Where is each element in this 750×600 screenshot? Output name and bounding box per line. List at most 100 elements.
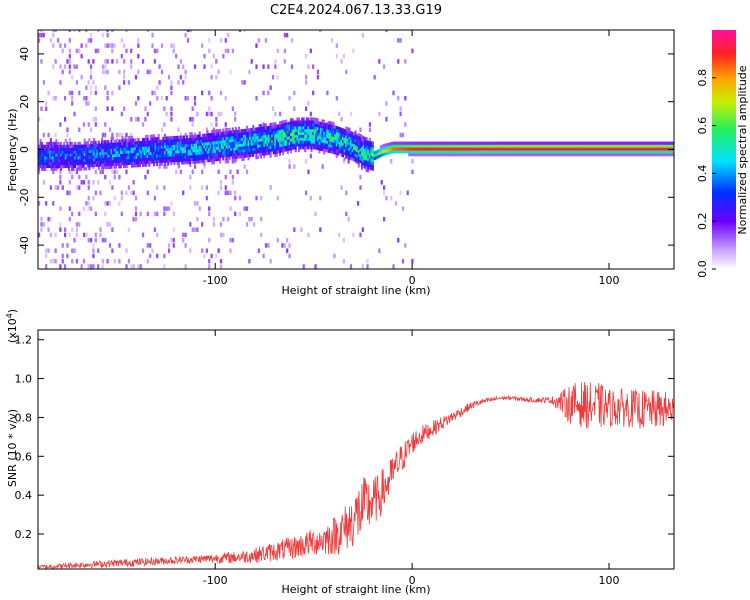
spectrum-ridge-cell: [145, 149, 148, 153]
spectrum-ridge-cell: [249, 151, 252, 155]
spectrum-ridge-cell: [52, 144, 55, 148]
spectrum-ridge-cell: [434, 150, 437, 154]
spectrum-cell: [342, 53, 346, 59]
spectrum-ridge-cell: [319, 147, 322, 151]
spectrum-ridge-cell: [282, 146, 285, 150]
spectrum-cell: [54, 30, 57, 33]
spectrum-cell: [165, 95, 168, 101]
spectrum-ridge-cell: [304, 120, 307, 124]
spectrum-ridge-cell: [38, 150, 40, 154]
spectrum-ridge-cell: [290, 144, 293, 148]
spectrum-ridge-cell: [134, 149, 137, 154]
spectrum-ridge-cell: [279, 149, 282, 153]
spectrum-ridge-cell: [360, 166, 363, 170]
spectrum-cell: [222, 216, 225, 222]
spectrogram-x-label: Height of straight line (km): [281, 284, 430, 297]
spectrum-ridge-cell: [112, 159, 115, 164]
spectrum-cell: [111, 59, 114, 64]
spectrum-ridge-cell: [382, 152, 385, 156]
spectrum-cell: [78, 127, 81, 133]
spectrum-cell: [238, 211, 242, 217]
spectrum-ridge-cell: [86, 149, 89, 154]
spectrum-ridge-cell: [346, 144, 349, 148]
spectrum-ridge-cell: [548, 147, 551, 151]
spectrum-ridge-cell: [93, 152, 96, 156]
spectrum-cell: [52, 95, 55, 101]
spectrum-ridge-cell: [266, 149, 269, 153]
spectrum-ridge-cell: [616, 141, 619, 145]
spectrum-ridge-cell: [532, 141, 535, 145]
spectrum-ridge-cell: [334, 142, 337, 146]
spectrum-ridge-cell: [482, 144, 485, 148]
spectrum-cell: [89, 237, 93, 243]
spectrum-cell: [94, 122, 97, 127]
spectrum-ridge-cell: [337, 149, 340, 153]
spectrum-ridge-cell: [482, 147, 485, 151]
spectrum-ridge-cell: [450, 141, 453, 145]
spectrum-ridge-cell: [474, 147, 477, 151]
spectrum-ridge-cell: [247, 136, 250, 141]
spectrum-ridge-cell: [620, 153, 623, 157]
spectrum-cell: [208, 206, 211, 211]
spectrum-ridge-cell: [80, 156, 83, 160]
spectrum-ridge-cell: [66, 153, 69, 157]
spectrum-cell: [78, 174, 81, 180]
spectrum-ridge-cell: [486, 144, 489, 148]
spectrum-ridge-cell: [275, 150, 278, 154]
spectrum-cell: [170, 85, 173, 90]
spectrum-ridge-cell: [67, 159, 70, 163]
spectrum-cell: [38, 116, 41, 122]
spectrum-ridge-cell: [463, 150, 466, 154]
spectrum-ridge-cell: [653, 144, 656, 148]
spectrum-ridge-cell: [209, 138, 212, 142]
spectrum-ridge-cell: [367, 146, 370, 150]
spectrum-ridge-cell: [38, 144, 40, 148]
spectrum-ridge-cell: [209, 144, 212, 148]
spectrum-ridge-cell: [233, 138, 236, 142]
spectrum-cell: [113, 174, 116, 180]
spectrum-ridge-cell: [408, 153, 411, 157]
spectrum-ridge-cell: [603, 141, 606, 145]
spectrum-ridge-cell: [275, 136, 278, 140]
spectrum-ridge-cell: [250, 139, 253, 143]
spectrum-ridge-cell: [175, 141, 178, 145]
spectrum-ridge-cell: [242, 149, 245, 153]
spectrum-ridge-cell: [565, 144, 568, 148]
spectrum-ridge-cell: [353, 146, 356, 150]
spectrum-ridge-cell: [75, 159, 78, 163]
spectrum-ridge-cell: [412, 147, 415, 151]
spectrum-cell: [170, 201, 173, 206]
spectrum-ridge-cell: [154, 160, 157, 164]
spectrum-ridge-cell: [230, 133, 233, 137]
spectrum-cell: [222, 53, 225, 59]
spectrum-ridge-cell: [334, 139, 337, 143]
spectrum-ridge-cell: [63, 150, 66, 154]
spectrum-cell: [123, 106, 126, 111]
spectrum-ridge-cell: [417, 144, 420, 148]
spectrum-ridge-cell: [493, 144, 496, 148]
spectrum-ridge-cell: [349, 131, 352, 135]
spectrum-ridge-cell: [600, 147, 603, 151]
spectrum-ridge-cell: [157, 159, 160, 164]
spectrum-ridge-cell: [367, 169, 370, 173]
spectrum-ridge-cell: [518, 141, 521, 145]
spectrum-ridge-cell: [334, 131, 337, 135]
spectrum-ridge-cell: [504, 144, 507, 148]
spectrum-ridge-cell: [477, 153, 480, 157]
spectrum-ridge-cell: [663, 147, 666, 151]
spectrum-ridge-cell: [649, 153, 652, 157]
spectrum-ridge-cell: [260, 132, 263, 136]
spectrum-ridge-cell: [491, 147, 494, 151]
spectrum-ridge-cell: [50, 167, 53, 171]
spectrum-ridge-cell: [154, 145, 157, 149]
spectrum-ridge-cell: [545, 144, 548, 148]
spectrum-ridge-cell: [241, 134, 244, 139]
spectrum-ridge-cell: [384, 143, 387, 147]
spectrum-ridge-cell: [464, 141, 467, 145]
spectrum-ridge-cell: [149, 160, 152, 164]
spectrum-ridge-cell: [275, 124, 278, 128]
spectrum-ridge-cell: [209, 150, 212, 154]
spectrum-ridge-cell: [348, 136, 351, 140]
spectrum-ridge-cell: [228, 136, 231, 140]
spectrum-ridge-cell: [275, 144, 278, 149]
